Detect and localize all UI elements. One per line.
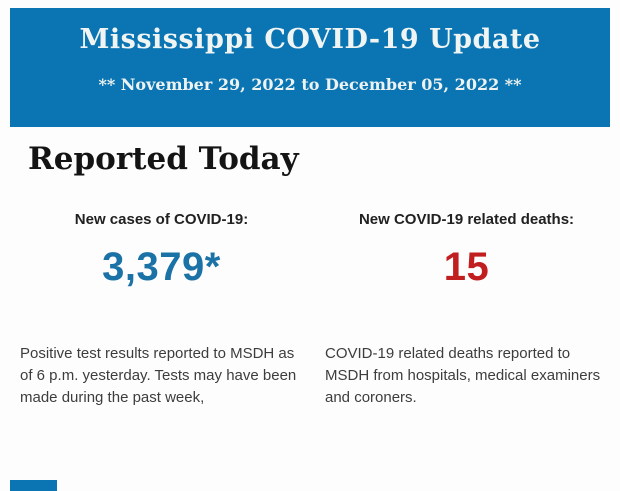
new-cases-description: Positive test results reported to MSDH a…	[20, 344, 297, 406]
update-banner: Mississippi COVID-19 Update ** November …	[10, 8, 610, 127]
stats-columns: New cases of COVID-19: 3,379* Positive t…	[20, 211, 608, 409]
banner-date-range: ** November 29, 2022 to December 05, 202…	[98, 75, 522, 95]
new-deaths-column: New COVID-19 related deaths: 15 COVID-19…	[325, 211, 608, 409]
section-heading: Reported Today	[28, 141, 299, 177]
banner-title: Mississippi COVID-19 Update	[79, 24, 541, 55]
new-cases-label: New cases of COVID-19:	[74, 210, 249, 228]
next-section-top-edge	[10, 480, 57, 491]
new-cases-column: New cases of COVID-19: 3,379* Positive t…	[20, 211, 303, 409]
new-deaths-description: COVID-19 related deaths reported to MSDH…	[325, 344, 601, 406]
new-deaths-value: 15	[443, 244, 490, 289]
reported-today-section: Reported Today New cases of COVID-19: 3,…	[0, 141, 620, 409]
new-deaths-label: New COVID-19 related deaths:	[358, 210, 575, 228]
new-cases-value: 3,379*	[102, 244, 221, 289]
